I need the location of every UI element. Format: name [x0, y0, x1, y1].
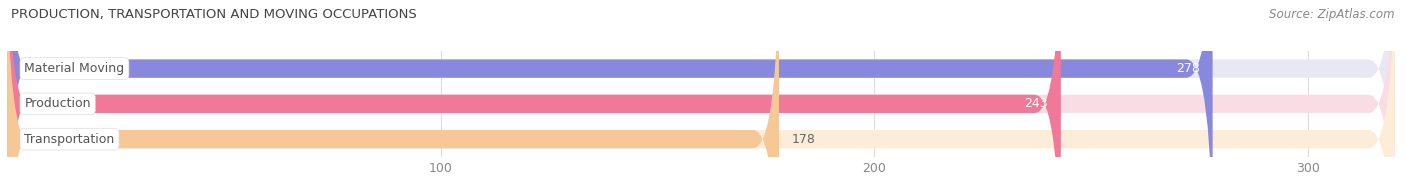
- FancyBboxPatch shape: [7, 0, 1395, 196]
- Text: 243: 243: [1024, 97, 1047, 110]
- Text: 178: 178: [792, 133, 815, 146]
- Text: Source: ZipAtlas.com: Source: ZipAtlas.com: [1270, 8, 1395, 21]
- FancyBboxPatch shape: [7, 0, 779, 196]
- FancyBboxPatch shape: [7, 0, 1395, 196]
- Text: 278: 278: [1175, 62, 1199, 75]
- FancyBboxPatch shape: [7, 0, 1395, 196]
- FancyBboxPatch shape: [7, 0, 1212, 196]
- Text: Transportation: Transportation: [24, 133, 115, 146]
- FancyBboxPatch shape: [7, 0, 1062, 196]
- Text: Production: Production: [24, 97, 91, 110]
- Text: PRODUCTION, TRANSPORTATION AND MOVING OCCUPATIONS: PRODUCTION, TRANSPORTATION AND MOVING OC…: [11, 8, 418, 21]
- Text: Material Moving: Material Moving: [24, 62, 125, 75]
